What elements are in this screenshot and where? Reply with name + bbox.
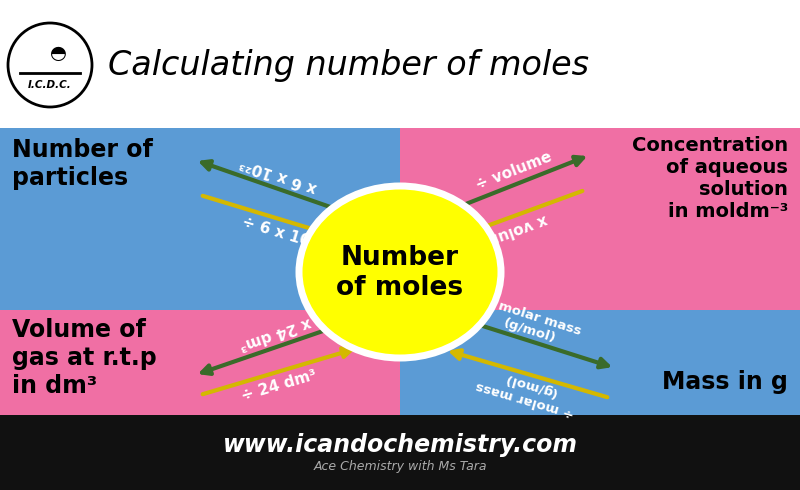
Ellipse shape bbox=[295, 182, 505, 362]
Text: x 24 dm³: x 24 dm³ bbox=[237, 314, 313, 353]
Text: ◓: ◓ bbox=[50, 44, 66, 63]
Text: of moles: of moles bbox=[337, 275, 463, 301]
Text: Number of
particles: Number of particles bbox=[12, 138, 153, 190]
Text: ÷ 6 x 10²³: ÷ 6 x 10²³ bbox=[240, 215, 325, 253]
Text: www.icandochemistry.com: www.icandochemistry.com bbox=[222, 433, 578, 457]
Text: I.C.D.C.: I.C.D.C. bbox=[28, 80, 72, 90]
Text: x molar mass
(g/mol): x molar mass (g/mol) bbox=[480, 295, 583, 352]
Text: Calculating number of moles: Calculating number of moles bbox=[108, 49, 589, 81]
Bar bbox=[0, 310, 400, 415]
Text: Mass in g: Mass in g bbox=[662, 370, 788, 394]
Bar bbox=[400, 128, 800, 310]
Circle shape bbox=[8, 23, 92, 107]
Bar bbox=[400, 310, 800, 415]
Text: ÷ molar mass
(g/mol): ÷ molar mass (g/mol) bbox=[474, 364, 580, 420]
Text: Concentration
of aqueous
solution
in moldm⁻³: Concentration of aqueous solution in mol… bbox=[632, 136, 788, 221]
Text: Number: Number bbox=[341, 245, 459, 271]
Bar bbox=[0, 128, 400, 310]
Text: x volume: x volume bbox=[471, 211, 549, 252]
Bar bbox=[0, 0, 800, 128]
Text: Volume of
gas at r.t.p
in dm³: Volume of gas at r.t.p in dm³ bbox=[12, 318, 157, 397]
Text: Ace Chemistry with Ms Tara: Ace Chemistry with Ms Tara bbox=[314, 460, 486, 473]
Text: ÷ 24 dm³: ÷ 24 dm³ bbox=[239, 367, 318, 404]
Text: x 6 x 10²³: x 6 x 10²³ bbox=[238, 155, 319, 196]
Ellipse shape bbox=[302, 190, 498, 354]
Bar bbox=[0, 415, 800, 490]
Text: ÷ volume: ÷ volume bbox=[474, 149, 554, 193]
